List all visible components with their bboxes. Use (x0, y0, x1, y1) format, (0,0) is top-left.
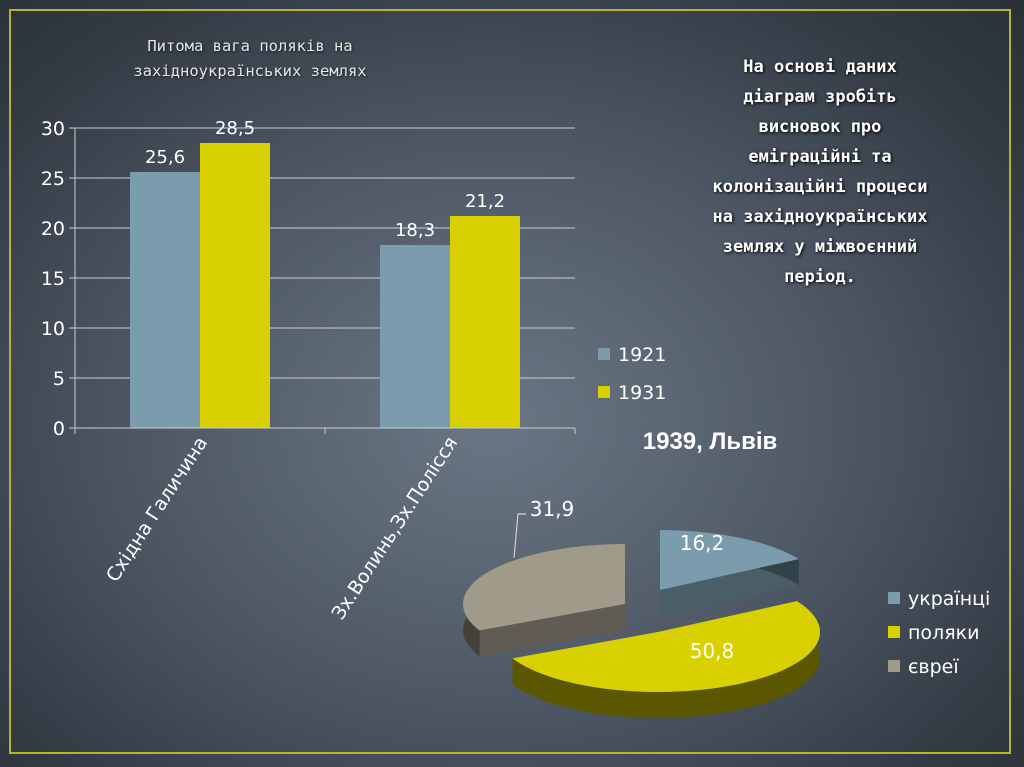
pie-data-label: 50,8 (690, 639, 735, 663)
y-tick-label: 0 (53, 418, 65, 440)
legend-swatch (598, 386, 610, 398)
pie-slice-wall (660, 559, 799, 616)
data-label: 25,6 (145, 147, 185, 168)
legend-swatch (598, 348, 610, 360)
pie-legend-label: євреї (908, 656, 959, 678)
pie-data-label: 16,2 (680, 531, 725, 555)
y-tick-label: 25 (41, 168, 65, 190)
data-label: 21,2 (465, 191, 505, 212)
pie-slice (512, 601, 820, 692)
legend-label: 1931 (618, 382, 666, 404)
pie-legend-swatch (888, 660, 900, 672)
y-tick-label: 10 (41, 318, 65, 340)
y-tick-label: 30 (41, 118, 65, 140)
y-tick-label: 15 (41, 268, 65, 290)
pie-chart-title: 1939, Львів (642, 428, 778, 455)
data-label: 28,5 (215, 118, 255, 139)
pie-slice (660, 530, 799, 590)
pie-slice-rim (512, 601, 820, 718)
pie-legend-swatch (888, 592, 900, 604)
data-label: 18,3 (395, 220, 435, 241)
y-tick-label: 5 (53, 368, 65, 390)
pie-leader-line (513, 513, 526, 559)
task-text: На основі даних діаграм зробіть висновок… (712, 57, 928, 287)
bar (450, 216, 520, 428)
legend-label: 1921 (618, 344, 666, 366)
pie-legend-label: українці (908, 588, 990, 610)
bar (130, 172, 200, 428)
bar (200, 143, 270, 428)
bar (380, 245, 450, 428)
pie-legend-label: поляки (908, 622, 979, 644)
pie-slice (463, 544, 625, 631)
slide-frame (9, 9, 1011, 754)
pie-data-label: 31,9 (530, 497, 575, 521)
pie-legend-swatch (888, 626, 900, 638)
bar-chart-title: Питома вага поляків на західноукраїнськи… (133, 37, 367, 80)
y-tick-label: 20 (41, 218, 65, 240)
pie-slice-wall (479, 604, 625, 657)
